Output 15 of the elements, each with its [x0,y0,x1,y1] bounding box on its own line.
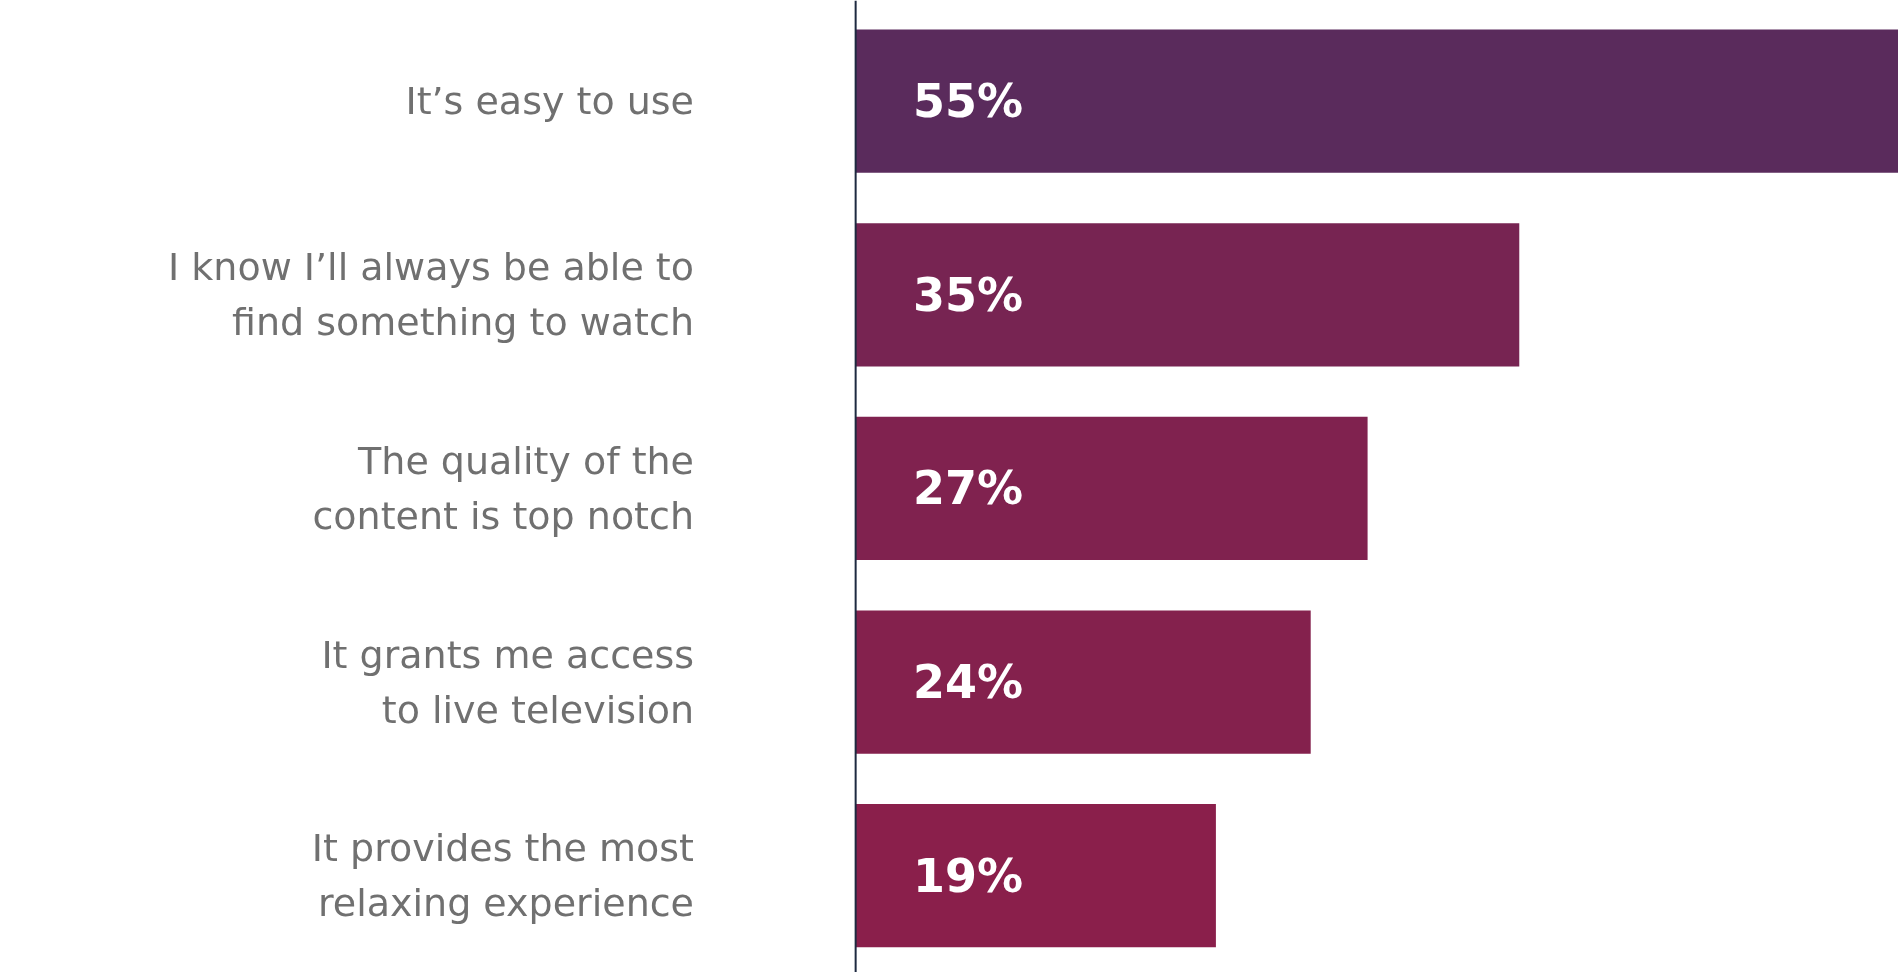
bar [855,29,1898,173]
data-label: 27% [913,461,1024,516]
y-tick-label: It grants me access to live television [321,632,695,732]
bar [855,610,1311,754]
data-label: 35% [913,267,1024,322]
bar [855,223,1520,367]
y-tick-label: It provides the most relaxing experience [311,826,695,926]
data-label: 55% [913,74,1024,129]
data-label: 19% [913,848,1024,903]
data-label: 24% [913,655,1024,710]
bar [855,804,1216,948]
y-tick-label: It’s easy to use [405,79,695,124]
bar [855,416,1368,561]
y-tick-label: I know I’ll always be able to find something to watch [168,245,695,345]
y-tick-label: The quality of the content is top notch [312,438,695,538]
